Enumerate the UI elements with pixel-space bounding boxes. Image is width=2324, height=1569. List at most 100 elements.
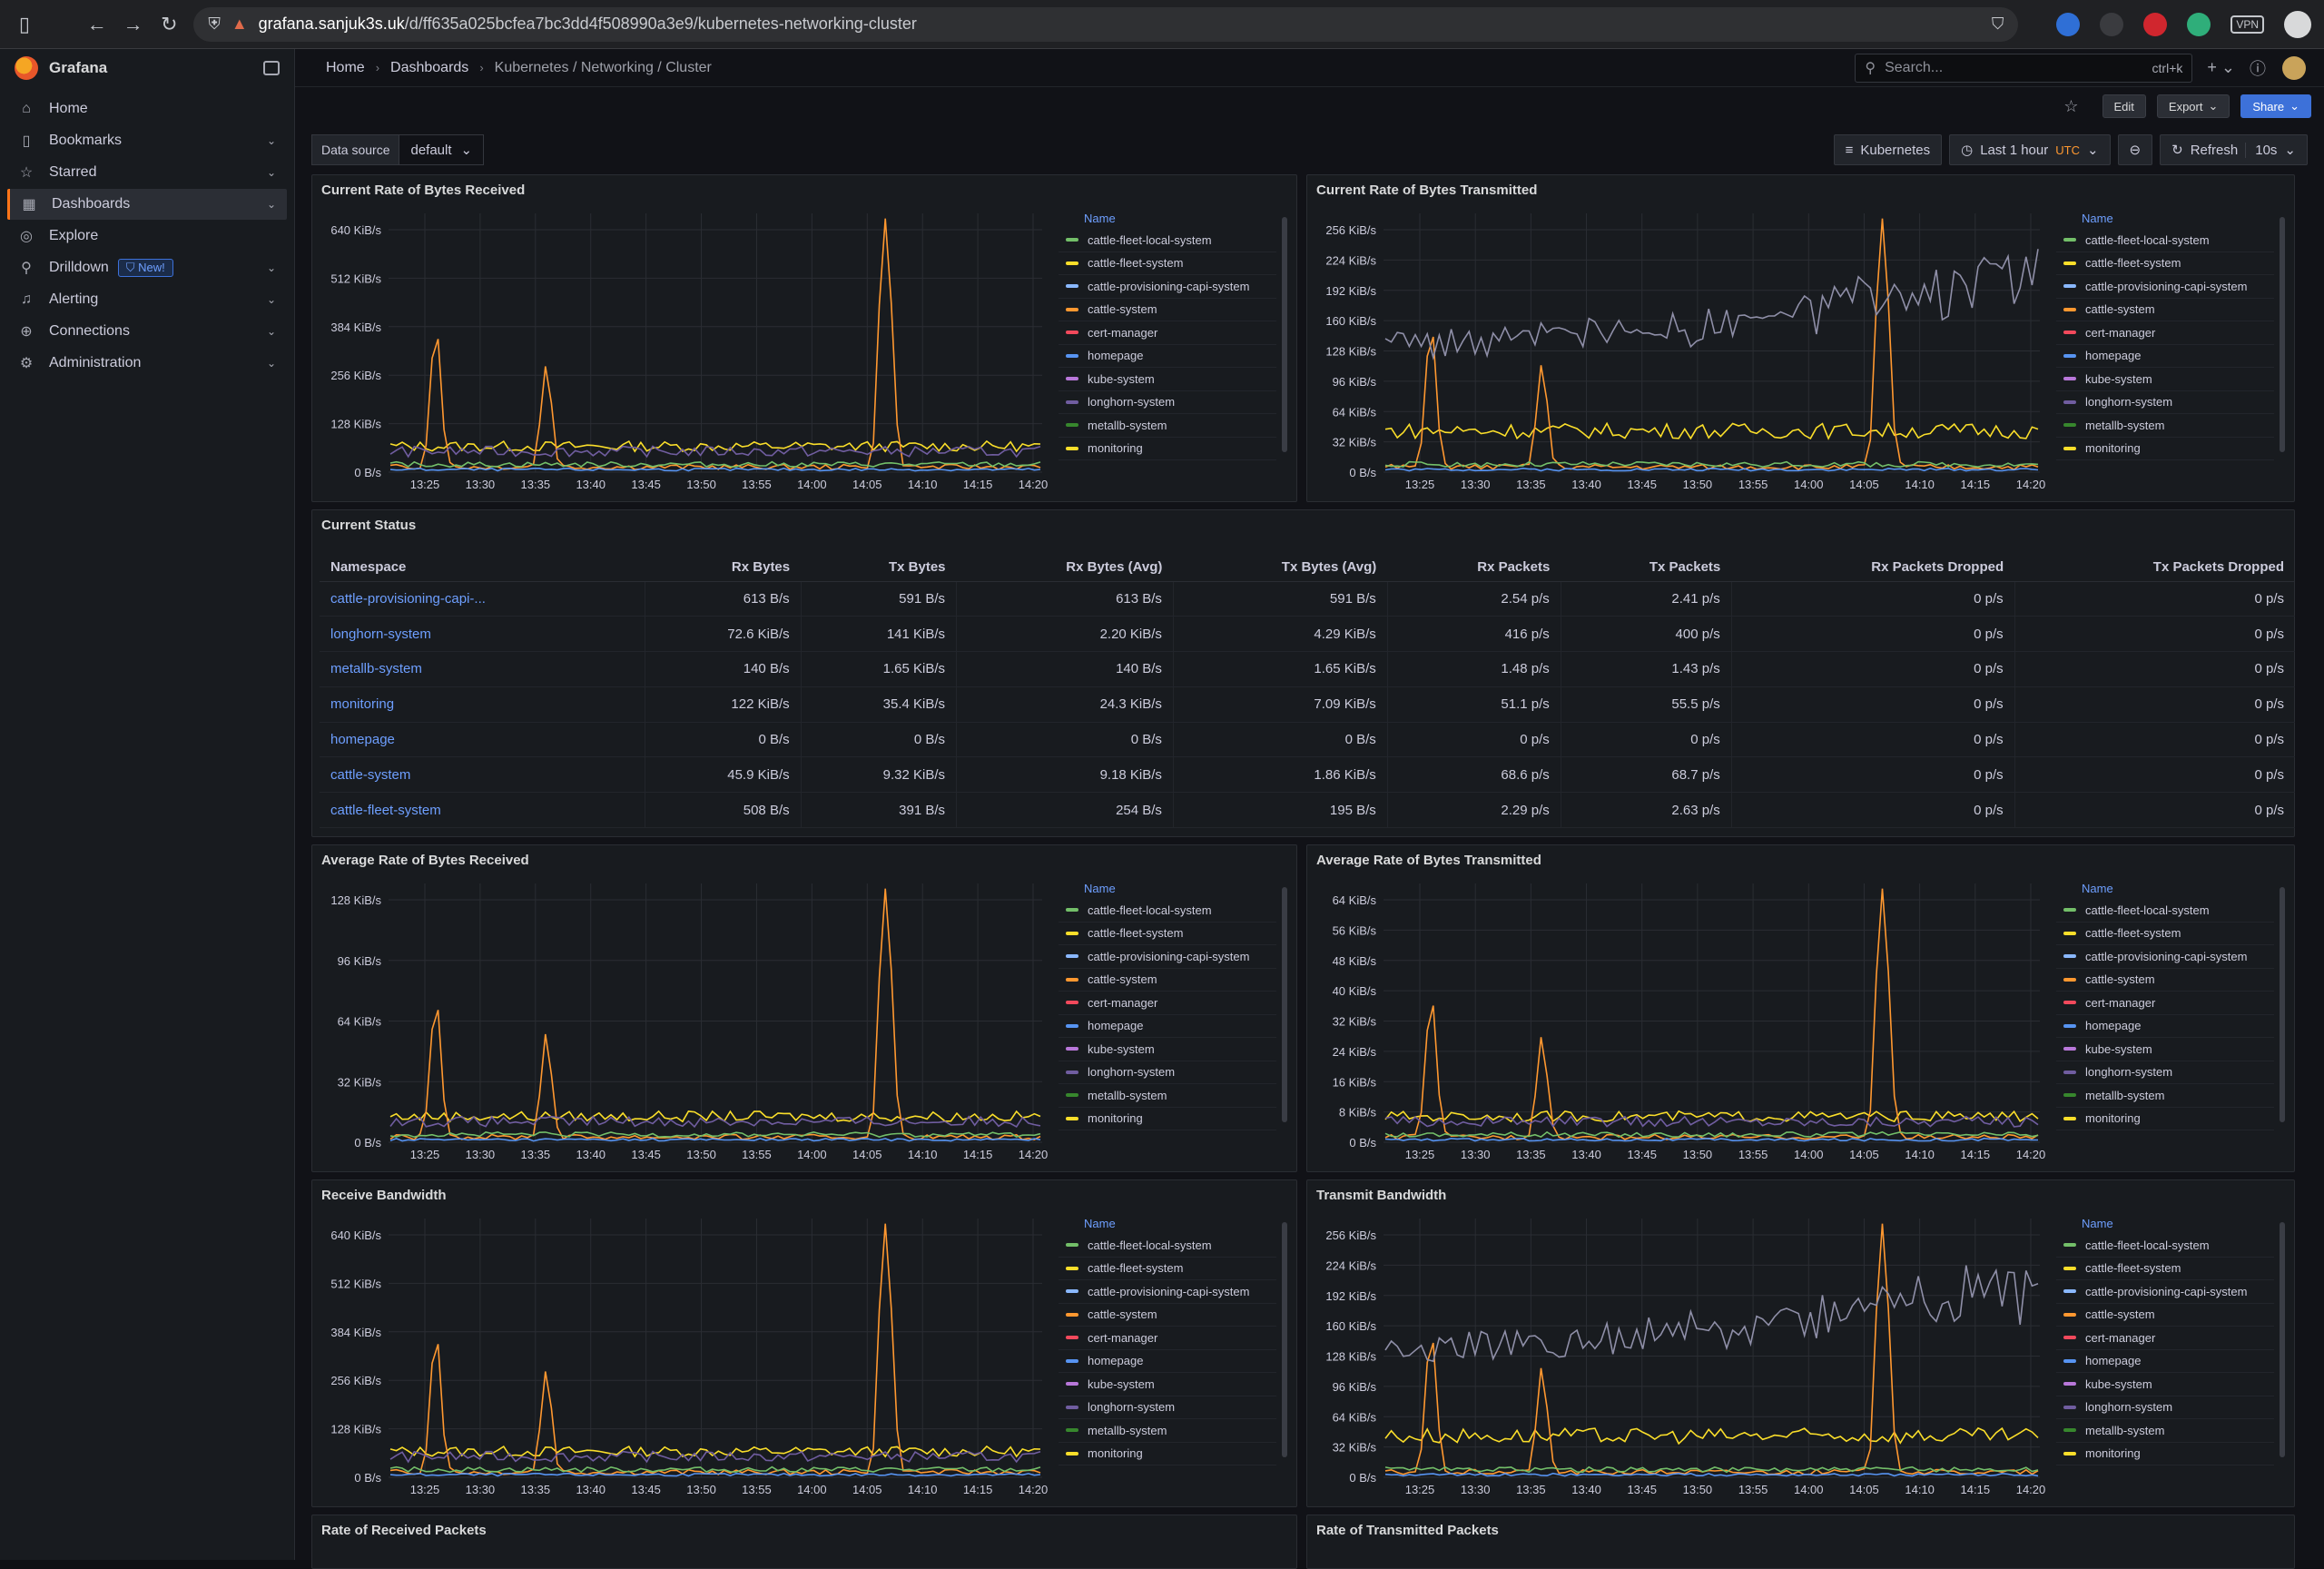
sidebar-item-administration[interactable]: ⚙Administration⌄ [7, 348, 287, 379]
legend-item[interactable]: cattle-system [1059, 299, 1276, 322]
legend-item[interactable]: homepage [2056, 1015, 2274, 1039]
chevron-down-icon[interactable]: ⌄ [267, 198, 276, 211]
legend-item[interactable]: cattle-system [2056, 1304, 2274, 1327]
datasource-select[interactable]: default⌄ [399, 134, 484, 165]
legend-item[interactable]: postgresql [2056, 460, 2274, 465]
user-avatar[interactable] [2282, 56, 2306, 80]
legend-item[interactable]: homepage [2056, 345, 2274, 369]
sidebar-item-dashboards[interactable]: ▦Dashboards⌄ [7, 189, 287, 220]
legend-item[interactable]: kube-system [2056, 368, 2274, 391]
zoom-out-button[interactable]: ⊖ [2118, 134, 2153, 165]
chevron-down-icon[interactable]: ⌄ [267, 166, 276, 179]
legend-item[interactable]: cattle-fleet-system [1059, 1258, 1276, 1281]
profile-avatar-icon[interactable] [2284, 11, 2311, 38]
legend-item[interactable]: cattle-fleet-local-system [2056, 1234, 2274, 1258]
legend-item[interactable]: cattle-fleet-local-system [1059, 1234, 1276, 1258]
back-icon[interactable]: ← [85, 9, 109, 40]
legend-item[interactable]: metallb-system [2056, 1084, 2274, 1108]
dock-menu-icon[interactable] [263, 61, 280, 75]
sidebar-item-starred[interactable]: ☆Starred⌄ [7, 157, 287, 188]
namespace-link[interactable]: cattle-system [320, 757, 645, 793]
breadcrumb-dashboards[interactable]: Dashboards [390, 60, 468, 76]
legend-header[interactable]: Name [1059, 882, 1276, 895]
star-dashboard-icon[interactable]: ☆ [2063, 97, 2078, 116]
extension-icon[interactable] [2100, 13, 2123, 36]
legend-item[interactable]: kube-system [1059, 368, 1276, 391]
legend-item[interactable]: cert-manager [1059, 992, 1276, 1015]
legend-item[interactable]: metallb-system [1059, 414, 1276, 438]
legend-item[interactable]: cattle-fleet-local-system [2056, 229, 2274, 252]
column-header[interactable]: Namespace [320, 554, 645, 581]
search-input[interactable]: ⚲ Search... ctrl+k [1855, 54, 2192, 83]
column-header[interactable]: Rx Bytes [645, 554, 801, 581]
chevron-down-icon[interactable]: ⌄ [267, 293, 276, 306]
legend-item[interactable]: cert-manager [2056, 321, 2274, 345]
namespace-link[interactable]: metallb-system [320, 652, 645, 687]
legend-item[interactable]: cattle-fleet-system [2056, 923, 2274, 946]
legend-item[interactable]: cattle-provisioning-capi-system [1059, 945, 1276, 969]
sidebar-item-explore[interactable]: ◎Explore [7, 221, 287, 252]
chevron-down-icon[interactable]: ⌄ [267, 325, 276, 338]
column-header[interactable]: Tx Bytes (Avg) [1173, 554, 1387, 581]
extension-icon[interactable] [2143, 13, 2167, 36]
legend-item[interactable]: kube-system [2056, 1373, 2274, 1396]
breadcrumb-home[interactable]: Home [326, 60, 365, 76]
legend-item[interactable]: postgresql [2056, 1465, 2274, 1470]
legend-item[interactable]: cert-manager [2056, 992, 2274, 1015]
legend-item[interactable]: homepage [2056, 1350, 2274, 1374]
legend-item[interactable]: longhorn-system [1059, 1396, 1276, 1420]
legend-item[interactable]: cattle-fleet-local-system [1059, 899, 1276, 923]
column-header[interactable]: Tx Packets Dropped [2014, 554, 2295, 581]
sidebar-item-alerting[interactable]: ♫Alerting⌄ [7, 284, 287, 315]
address-bar[interactable]: ⛨ ▲ grafana.sanjuk3s.uk/d/ff635a025bcfea… [193, 7, 2018, 42]
legend-item[interactable]: homepage [1059, 1015, 1276, 1039]
chevron-down-icon[interactable]: ⌄ [267, 357, 276, 370]
legend-item[interactable]: cattle-system [2056, 969, 2274, 992]
legend-item[interactable]: cert-manager [1059, 321, 1276, 345]
sidebar-item-home[interactable]: ⌂Home [7, 94, 287, 124]
kubernetes-links-button[interactable]: ≡Kubernetes [1834, 134, 1943, 165]
legend-item[interactable]: longhorn-system [1059, 1061, 1276, 1085]
chevron-down-icon[interactable]: ⌄ [267, 262, 276, 274]
sidebar-item-connections[interactable]: ⊕Connections⌄ [7, 316, 287, 347]
edit-button[interactable]: Edit [2102, 94, 2146, 118]
column-header[interactable]: Rx Bytes (Avg) [957, 554, 1174, 581]
legend-header[interactable]: Name [1059, 1217, 1276, 1230]
vpn-icon[interactable]: VPN [2230, 15, 2264, 34]
legend-item[interactable]: cattle-system [1059, 1304, 1276, 1327]
legend-item[interactable]: homepage [1059, 1350, 1276, 1374]
legend-item[interactable]: longhorn-system [2056, 1061, 2274, 1085]
column-header[interactable]: Tx Bytes [801, 554, 956, 581]
legend-scrollbar[interactable] [2280, 217, 2285, 452]
legend-item[interactable]: cattle-provisioning-capi-system [2056, 1280, 2274, 1304]
legend-scrollbar[interactable] [1282, 1222, 1287, 1457]
legend-item[interactable]: cattle-provisioning-capi-system [2056, 945, 2274, 969]
export-button[interactable]: Export⌄ [2157, 94, 2230, 118]
legend-item[interactable]: cattle-provisioning-capi-system [2056, 275, 2274, 299]
legend-item[interactable]: longhorn-system [1059, 391, 1276, 415]
legend-item[interactable]: monitoring [1059, 1443, 1276, 1466]
legend-item[interactable]: monitoring [1059, 1108, 1276, 1131]
legend-item[interactable]: cattle-fleet-system [1059, 923, 1276, 946]
namespace-link[interactable]: cattle-provisioning-capi-... [320, 581, 645, 617]
legend-item[interactable]: kube-system [1059, 1373, 1276, 1396]
legend-item[interactable]: monitoring [1059, 438, 1276, 461]
help-icon[interactable]: ⓘ [2250, 56, 2266, 80]
legend-item[interactable]: cattle-provisioning-capi-system [1059, 1280, 1276, 1304]
legend-item[interactable]: monitoring [2056, 1443, 2274, 1466]
legend-item[interactable]: metallb-system [2056, 1419, 2274, 1443]
namespace-link[interactable]: homepage [320, 722, 645, 757]
legend-item[interactable]: kube-system [1059, 1038, 1276, 1061]
legend-item[interactable]: cert-manager [2056, 1327, 2274, 1350]
legend-scrollbar[interactable] [2280, 1222, 2285, 1457]
legend-scrollbar[interactable] [2280, 887, 2285, 1122]
legend-item[interactable]: longhorn-system [2056, 1396, 2274, 1420]
legend-item[interactable]: kube-system [2056, 1038, 2274, 1061]
forward-icon[interactable]: → [122, 9, 145, 40]
legend-item[interactable]: cattle-fleet-system [2056, 1258, 2274, 1281]
legend-item[interactable]: postgresql [1059, 1465, 1276, 1470]
legend-header[interactable]: Name [1059, 212, 1276, 225]
legend-item[interactable]: monitoring [2056, 438, 2274, 461]
add-icon[interactable]: + ⌄ [2207, 58, 2235, 77]
